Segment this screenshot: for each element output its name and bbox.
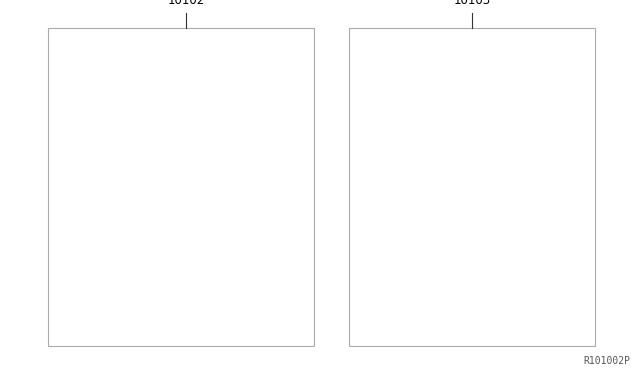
Text: R101002P: R101002P: [584, 356, 630, 366]
Bar: [48, 28, 314, 346]
Bar: [349, 28, 595, 346]
Text: 10102: 10102: [168, 0, 205, 7]
Text: 10103: 10103: [453, 0, 491, 7]
